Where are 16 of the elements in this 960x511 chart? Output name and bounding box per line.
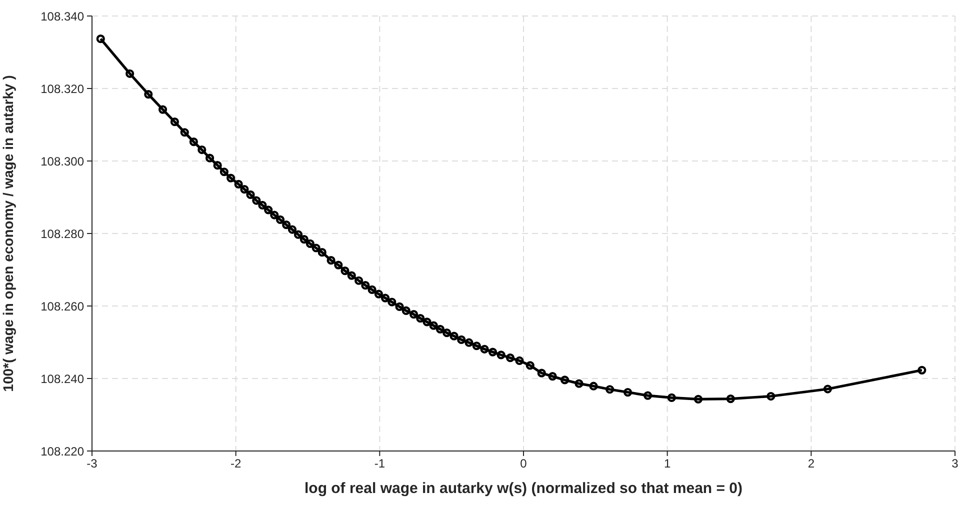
x-axis-title: log of real wage in autarky w(s) (normalized so that mean = 0) [304,480,743,497]
y-tick-label: 108.320 [40,82,84,96]
x-tick-label: 3 [952,456,959,471]
x-tick-label: 0 [520,456,528,471]
y-tick-label: 108.300 [40,154,84,168]
x-tick-label: -2 [230,456,242,471]
y-tick-label: 108.340 [40,9,84,24]
x-tick-label: -3 [86,456,98,471]
x-tick-label: 1 [664,456,671,471]
y-tick-label: 108.220 [40,444,84,458]
x-tick-label: -1 [374,456,386,471]
y-tick-label: 108.280 [40,226,84,241]
y-tick-label: 108.260 [40,299,84,314]
x-tick-label: 2 [808,456,815,471]
y-tick-label: 108.240 [40,372,84,386]
y-axis-title: 100*( wage in open economy / wage in autarky ) [0,75,16,392]
